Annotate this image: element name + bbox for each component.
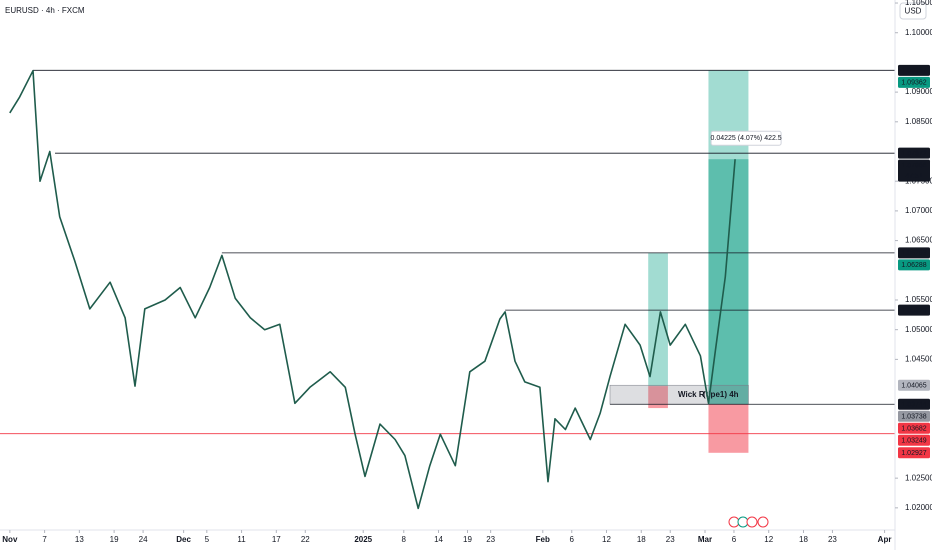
event-icons [728,516,769,528]
price-tag-label: 1.03682 [901,425,926,432]
price-tag-label: 1.02927 [901,450,926,457]
price-tag [898,147,930,159]
y-tick-label: 1.05500 [905,295,932,304]
price-tag-label: 1.06288 [901,262,926,269]
y-tick-label: 1.08500 [905,117,932,126]
x-tick-label: Feb [536,535,550,544]
x-tick-label: 24 [139,535,148,544]
price-tag [898,398,930,410]
x-tick-label: 12 [602,535,611,544]
y-tick-label: 1.06500 [905,236,932,245]
y-tick-label: 1.07000 [905,206,932,215]
price-tag-label: 1.03744 [901,401,926,408]
position-stop [648,386,668,409]
price-tag-label: 1.09362 [901,79,926,86]
x-tick-label: 11 [237,535,246,544]
zone-label: (tipe1) 4h [703,390,739,399]
position-stop [708,404,749,453]
price-tag-label: 1.04065 [901,382,926,389]
price-tag-label: 1.05329 [901,307,926,314]
x-tick-label: 22 [301,535,310,544]
price-tag [898,422,930,434]
price-tag [898,410,930,422]
measure-label: 0.04225 (4.07%) 422.5 [710,135,781,142]
price-line [9,69,736,510]
x-tick-label: 8 [402,535,407,544]
price-tag [898,447,930,459]
price-tag [898,434,930,446]
y-tick-label: 1.02500 [905,473,932,482]
y-tick-label: 1.09000 [905,87,932,96]
x-tick-label: 23 [828,535,837,544]
countdown: 47:51 [905,173,923,180]
x-tick-label: Mar [698,535,712,544]
price-tag [898,379,930,391]
price-tag-label: 1.07972 [901,150,926,157]
x-tick-label: Dec [176,535,191,544]
currency-box [899,2,927,20]
price-tag-label: 1.06293 [901,250,926,257]
x-tick-label: 18 [799,535,808,544]
price-tag [898,64,930,76]
x-tick-label: 19 [463,535,472,544]
y-tick-label: 1.05000 [905,325,932,334]
x-tick-label: 14 [434,535,443,544]
price-tag-label: 1.03249 [901,437,926,444]
price-tag [898,159,930,182]
measure-box [710,130,782,146]
plot-area: Wick R(tipe1) 4h 0.04225 (4.07%) 422.5 [0,69,895,510]
price-tag [898,304,930,316]
chart-title: EURUSD · 4h · FXCM [5,6,85,15]
x-tick-label: 18 [637,535,646,544]
x-tick-label: 12 [764,535,773,544]
y-tick-label: 1.10000 [905,28,932,37]
y-tick-label: 1.02000 [905,503,932,512]
x-tick-label: Nov [2,535,18,544]
x-tick-label: Apr [878,535,892,544]
price-tag [898,247,930,259]
x-tick-label: 23 [486,535,495,544]
price-tag [898,259,930,271]
y-tick-label: 1.10500 [905,0,932,7]
x-tick-label: 17 [272,535,281,544]
price-tag-label: 1.09367 [901,67,926,74]
x-tick-label: 2025 [354,535,372,544]
x-tick-label: 6 [570,535,575,544]
currency: USD [905,7,922,16]
price-tag-label: 1.07866 [901,162,926,169]
x-tick-label: 19 [110,535,119,544]
zone-label: Wick R [678,390,705,399]
x-tick-label: 7 [42,535,47,544]
x-tick-label: 5 [205,535,210,544]
x-tick-label: 6 [732,535,737,544]
position-progress [708,159,749,405]
price-tag [898,76,930,88]
x-tick-label: 13 [75,535,84,544]
y-tick-label: 1.04500 [905,354,932,363]
price-tag-label: 1.03738 [901,413,926,420]
x-tick-label: 23 [666,535,675,544]
